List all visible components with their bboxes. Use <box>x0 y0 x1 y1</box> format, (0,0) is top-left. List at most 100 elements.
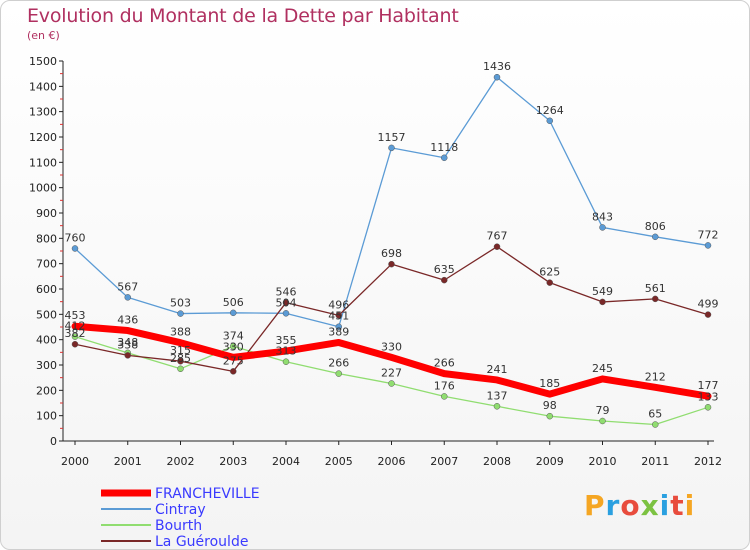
data-point <box>493 243 501 250</box>
proxiti-logo: Proxiti <box>584 489 695 522</box>
data-label: 315 <box>170 344 191 357</box>
data-label: 65 <box>648 408 662 421</box>
x-tick-label: 2010 <box>589 455 617 468</box>
y-tick-label: 600 <box>36 283 57 296</box>
data-point <box>124 352 131 359</box>
legend-label: La Guéroulde <box>155 534 248 550</box>
x-tick-label: 2002 <box>167 455 195 468</box>
chart-subtitle: (en €) <box>27 29 60 42</box>
logo-letter: i <box>659 489 671 522</box>
axes: 0 100 200 300 400 500 600 700 800 900 1000 1100 1200… <box>29 55 722 468</box>
data-label: 266 <box>328 357 349 370</box>
data-label: 1157 <box>378 131 406 144</box>
data-label: 625 <box>539 266 560 279</box>
logo-letter: i <box>684 489 696 522</box>
data-label: 137 <box>487 389 508 402</box>
data-label: 275 <box>223 354 244 367</box>
data-point <box>71 333 79 340</box>
data-label: 313 <box>276 345 297 358</box>
x-tick-label: 2011 <box>641 455 669 468</box>
x-tick-label: 2007 <box>430 455 458 468</box>
series-line-0 <box>71 322 712 400</box>
data-point <box>177 310 184 317</box>
data-label: 374 <box>223 329 244 342</box>
y-tick-label: 500 <box>36 308 57 321</box>
data-label: 546 <box>276 286 297 299</box>
data-label: 241 <box>487 363 508 376</box>
data-point <box>388 144 395 152</box>
data-point <box>441 393 448 400</box>
data-point <box>652 421 659 428</box>
x-tick-label: 2000 <box>61 455 89 468</box>
data-label: 355 <box>276 334 297 347</box>
data-label: 561 <box>645 282 666 295</box>
data-label: 266 <box>434 357 455 370</box>
data-label: 1264 <box>536 104 564 117</box>
data-label: 330 <box>223 340 244 353</box>
x-tick-label: 2003 <box>219 455 247 468</box>
data-point <box>335 370 342 377</box>
logo-letter: x <box>640 489 660 522</box>
legend-label: FRANCHEVILLE <box>155 486 260 502</box>
data-label: 176 <box>434 379 455 392</box>
data-point <box>493 73 501 81</box>
legend-label: Bourth <box>155 518 202 534</box>
legend-label: Cintray <box>155 502 206 518</box>
x-tick-label: 2012 <box>694 455 722 468</box>
logo-letter: r <box>605 489 621 522</box>
data-point <box>177 365 184 373</box>
data-point <box>546 117 553 125</box>
data-point <box>441 276 448 284</box>
data-point <box>335 312 342 319</box>
data-point <box>388 260 395 268</box>
y-tick-label: 0 <box>50 435 57 448</box>
data-label: 760 <box>65 231 86 244</box>
data-label: 436 <box>117 314 138 327</box>
data-label: 245 <box>592 362 613 375</box>
y-tick-label: 1500 <box>29 55 57 68</box>
data-label: 388 <box>170 326 191 339</box>
data-point <box>652 295 659 303</box>
data-point <box>282 358 290 365</box>
data-label: 772 <box>698 228 719 241</box>
x-tick-label: 2008 <box>483 455 511 468</box>
y-tick-label: 1400 <box>29 80 57 93</box>
data-label: 567 <box>117 280 138 293</box>
data-label: 506 <box>223 296 244 309</box>
data-point <box>599 224 606 231</box>
data-point <box>230 368 237 375</box>
data-point <box>704 404 712 411</box>
y-tick-label: 300 <box>36 359 57 372</box>
data-label: 496 <box>328 298 349 311</box>
y-tick-label: 1300 <box>29 106 57 119</box>
y-tick-label: 1100 <box>29 156 57 169</box>
data-label: 451 <box>328 310 349 323</box>
data-label: 504 <box>276 296 297 309</box>
data-point <box>177 357 184 365</box>
data-label: 503 <box>170 297 191 310</box>
x-tick-label: 2004 <box>272 455 300 468</box>
data-label: 382 <box>65 327 86 340</box>
data-label: 389 <box>328 325 349 338</box>
data-point <box>546 279 553 286</box>
data-label: 843 <box>592 210 613 223</box>
series-lines <box>71 73 712 428</box>
x-tick-label: 2006 <box>378 455 406 468</box>
y-tick-label: 800 <box>36 232 57 245</box>
data-point <box>652 233 659 241</box>
data-label: 698 <box>381 247 402 260</box>
data-label: 1118 <box>430 141 458 154</box>
data-point <box>230 309 237 317</box>
x-tick-label: 2009 <box>536 455 564 468</box>
data-label: 330 <box>381 340 402 353</box>
y-tick-label: 1200 <box>29 131 57 144</box>
data-point <box>335 323 342 330</box>
data-label: 806 <box>645 220 666 233</box>
data-point <box>704 242 712 249</box>
y-tick-label: 700 <box>36 258 57 271</box>
data-label: 453 <box>65 309 86 322</box>
chart-title: Evolution du Montant de la Dette par Hab… <box>27 5 459 27</box>
data-label: 635 <box>434 263 455 276</box>
